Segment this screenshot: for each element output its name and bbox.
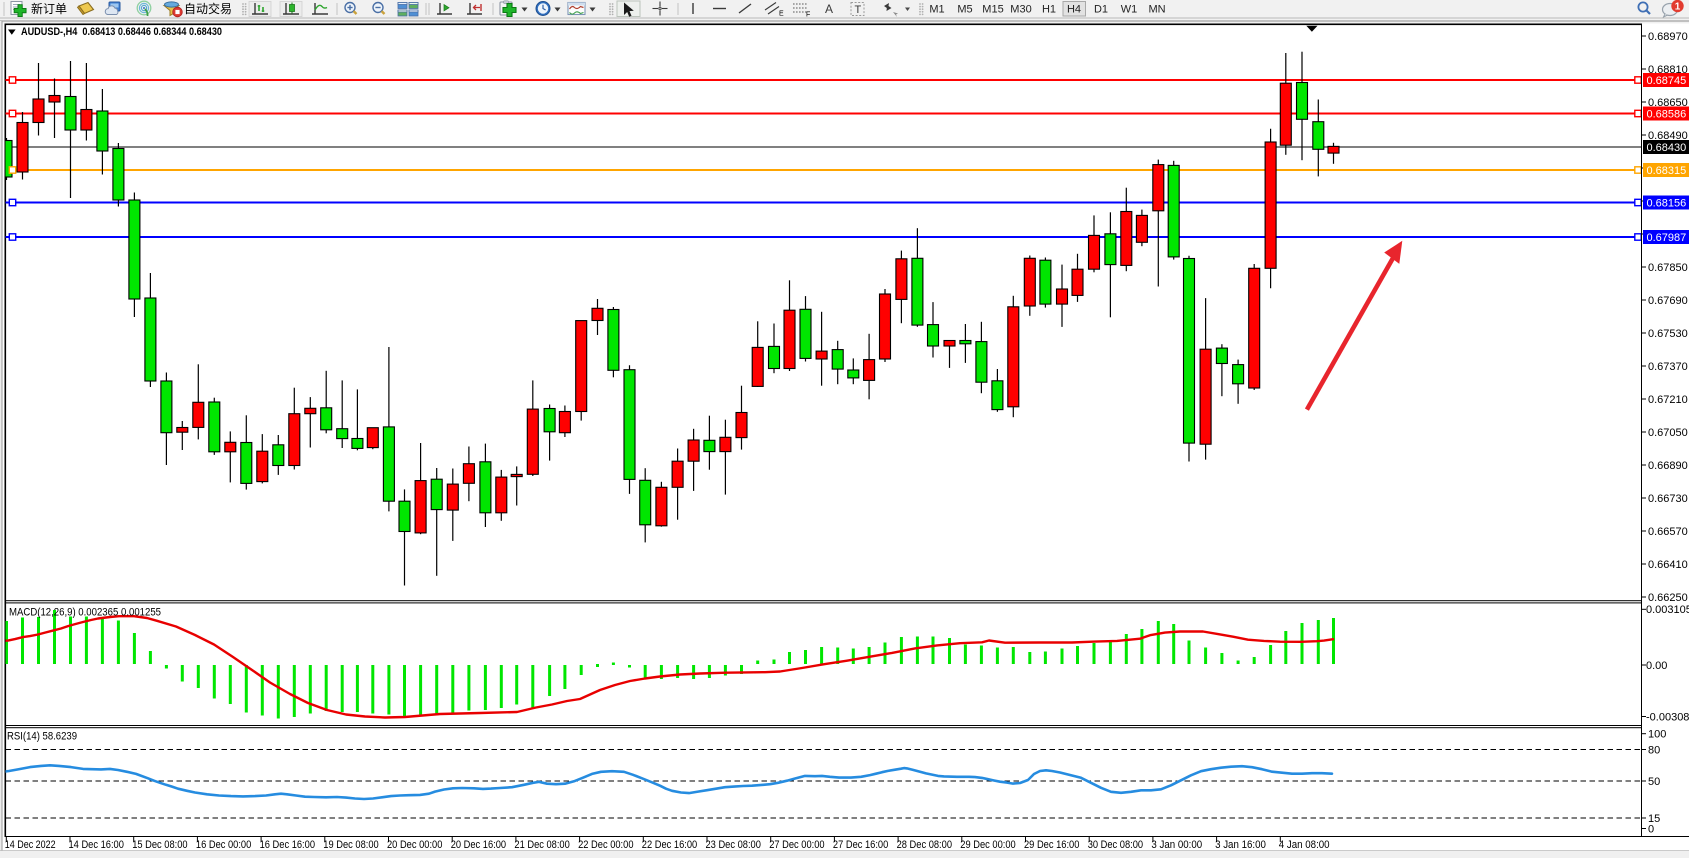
svg-text:T: T [855, 4, 862, 16]
svg-text:30 Dec 08:00: 30 Dec 08:00 [1088, 839, 1143, 851]
svg-text:29 Dec 16:00: 29 Dec 16:00 [1024, 839, 1079, 851]
svg-text:0.67370: 0.67370 [1648, 361, 1688, 373]
svg-text:0.67050: 0.67050 [1648, 427, 1688, 439]
svg-text:M1: M1 [929, 4, 944, 16]
svg-text:28 Dec 08:00: 28 Dec 08:00 [897, 839, 952, 851]
svg-text:D1: D1 [1094, 4, 1108, 16]
svg-text:0.67850: 0.67850 [1648, 262, 1688, 274]
svg-text:16 Dec 00:00: 16 Dec 00:00 [196, 839, 251, 851]
svg-text:M5: M5 [957, 4, 972, 16]
svg-text:20 Dec 16:00: 20 Dec 16:00 [451, 839, 506, 851]
svg-text:MACD(12,26,9) 0.002365 0.00125: MACD(12,26,9) 0.002365 0.001255 [9, 607, 161, 619]
svg-text:15: 15 [1648, 813, 1660, 825]
svg-text:W1: W1 [1121, 4, 1138, 16]
svg-text:19 Dec 08:00: 19 Dec 08:00 [323, 839, 378, 851]
svg-text:0.68745: 0.68745 [1647, 75, 1687, 87]
svg-text:0.66410: 0.66410 [1648, 559, 1688, 571]
svg-text:29 Dec 00:00: 29 Dec 00:00 [960, 839, 1015, 851]
svg-text:14 Dec 2022: 14 Dec 2022 [5, 839, 56, 851]
svg-text:E: E [779, 11, 784, 18]
svg-text:15 Dec 08:00: 15 Dec 08:00 [132, 839, 187, 851]
svg-text:M15: M15 [982, 4, 1003, 16]
svg-text:100: 100 [1648, 729, 1666, 741]
svg-text:0.68490: 0.68490 [1648, 130, 1688, 142]
svg-text:27 Dec 00:00: 27 Dec 00:00 [769, 839, 824, 851]
svg-text:4 Jan 08:00: 4 Jan 08:00 [1279, 839, 1330, 851]
svg-text:0.00: 0.00 [1646, 660, 1667, 672]
svg-text:MN: MN [1148, 4, 1165, 16]
svg-text:22 Dec 00:00: 22 Dec 00:00 [578, 839, 633, 851]
svg-text:0.68810: 0.68810 [1648, 64, 1688, 76]
svg-text:F: F [806, 12, 810, 19]
svg-text:H4: H4 [1067, 4, 1081, 16]
svg-text:16 Dec 16:00: 16 Dec 16:00 [260, 839, 315, 851]
svg-text:20 Dec 00:00: 20 Dec 00:00 [387, 839, 442, 851]
svg-text:0.68156: 0.68156 [1647, 197, 1687, 209]
svg-text:14 Dec 16:00: 14 Dec 16:00 [69, 839, 124, 851]
svg-text:0.003105: 0.003105 [1646, 604, 1689, 616]
svg-text:0.67530: 0.67530 [1648, 328, 1688, 340]
svg-text:-0.003089: -0.003089 [1646, 711, 1689, 723]
svg-text:0.68430: 0.68430 [1647, 142, 1687, 154]
svg-text:3 Jan 00:00: 3 Jan 00:00 [1151, 839, 1202, 851]
svg-text:0.66570: 0.66570 [1648, 526, 1688, 538]
svg-text:0.66250: 0.66250 [1648, 592, 1688, 604]
svg-text:0.66730: 0.66730 [1648, 493, 1688, 505]
svg-text:新订单: 新订单 [31, 1, 67, 16]
svg-text:0.67987: 0.67987 [1647, 232, 1687, 244]
svg-text:0.68586: 0.68586 [1647, 108, 1687, 120]
svg-text:21 Dec 08:00: 21 Dec 08:00 [514, 839, 569, 851]
svg-text:M30: M30 [1010, 4, 1031, 16]
svg-text:0.68650: 0.68650 [1648, 97, 1688, 109]
svg-text:AUDUSD-,H4 0.68413 0.68446 0.: AUDUSD-,H4 0.68413 0.68446 0.68344 0.684… [21, 26, 222, 38]
svg-text:80: 80 [1648, 744, 1660, 756]
svg-text:0: 0 [1648, 823, 1654, 835]
svg-text:1: 1 [1675, 2, 1681, 13]
svg-text:0.67210: 0.67210 [1648, 394, 1688, 406]
svg-text:自动交易: 自动交易 [184, 1, 232, 16]
svg-text:50: 50 [1648, 776, 1660, 788]
svg-text:0.68315: 0.68315 [1647, 165, 1687, 177]
svg-text:27 Dec 16:00: 27 Dec 16:00 [833, 839, 888, 851]
svg-text:0.67690: 0.67690 [1648, 295, 1688, 307]
svg-text:0.66890: 0.66890 [1648, 460, 1688, 472]
svg-text:A: A [825, 2, 833, 16]
svg-text:22 Dec 16:00: 22 Dec 16:00 [642, 839, 697, 851]
svg-text:0.68970: 0.68970 [1648, 31, 1688, 43]
svg-text:3 Jan 16:00: 3 Jan 16:00 [1215, 839, 1266, 851]
svg-text:H1: H1 [1042, 4, 1056, 16]
svg-text:23 Dec 08:00: 23 Dec 08:00 [706, 839, 761, 851]
svg-text:RSI(14) 58.6239: RSI(14) 58.6239 [7, 731, 77, 743]
